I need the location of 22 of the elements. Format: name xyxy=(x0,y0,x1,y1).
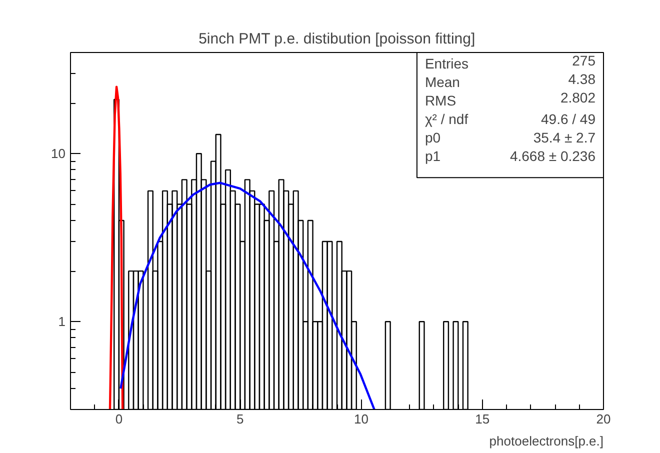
annotation: 4.38 xyxy=(568,71,596,87)
x-tick-label: 10 xyxy=(354,412,368,426)
annotation: p0 xyxy=(424,130,441,146)
annotation: 275 xyxy=(572,52,596,68)
x-axis-title: photoelectrons[p.e.] xyxy=(489,434,604,448)
annotation: Entries xyxy=(424,56,469,72)
annotation: 35.4 ± 2.7 xyxy=(533,130,596,146)
x-tick-label: 15 xyxy=(475,412,490,426)
annotation: 49.6 / 49 xyxy=(541,111,596,127)
annotation: RMS xyxy=(424,92,456,108)
annotation: 2.802 xyxy=(560,90,596,106)
line-series xyxy=(120,182,376,410)
annotation: χ² / ndf xyxy=(424,111,468,127)
annotation: p1 xyxy=(424,148,441,164)
annotation: 4.668 ± 0.236 xyxy=(510,148,596,164)
y-tick-label: 1 xyxy=(58,314,66,330)
x-tick-label: 20 xyxy=(596,412,611,426)
line-series xyxy=(108,86,124,410)
chart-title: 5inch PMT p.e. distibution [poisson fitting] xyxy=(198,30,476,48)
x-tick-label: 0 xyxy=(115,412,123,426)
annotation: Mean xyxy=(424,74,460,90)
x-tick-label: 5 xyxy=(236,412,244,426)
